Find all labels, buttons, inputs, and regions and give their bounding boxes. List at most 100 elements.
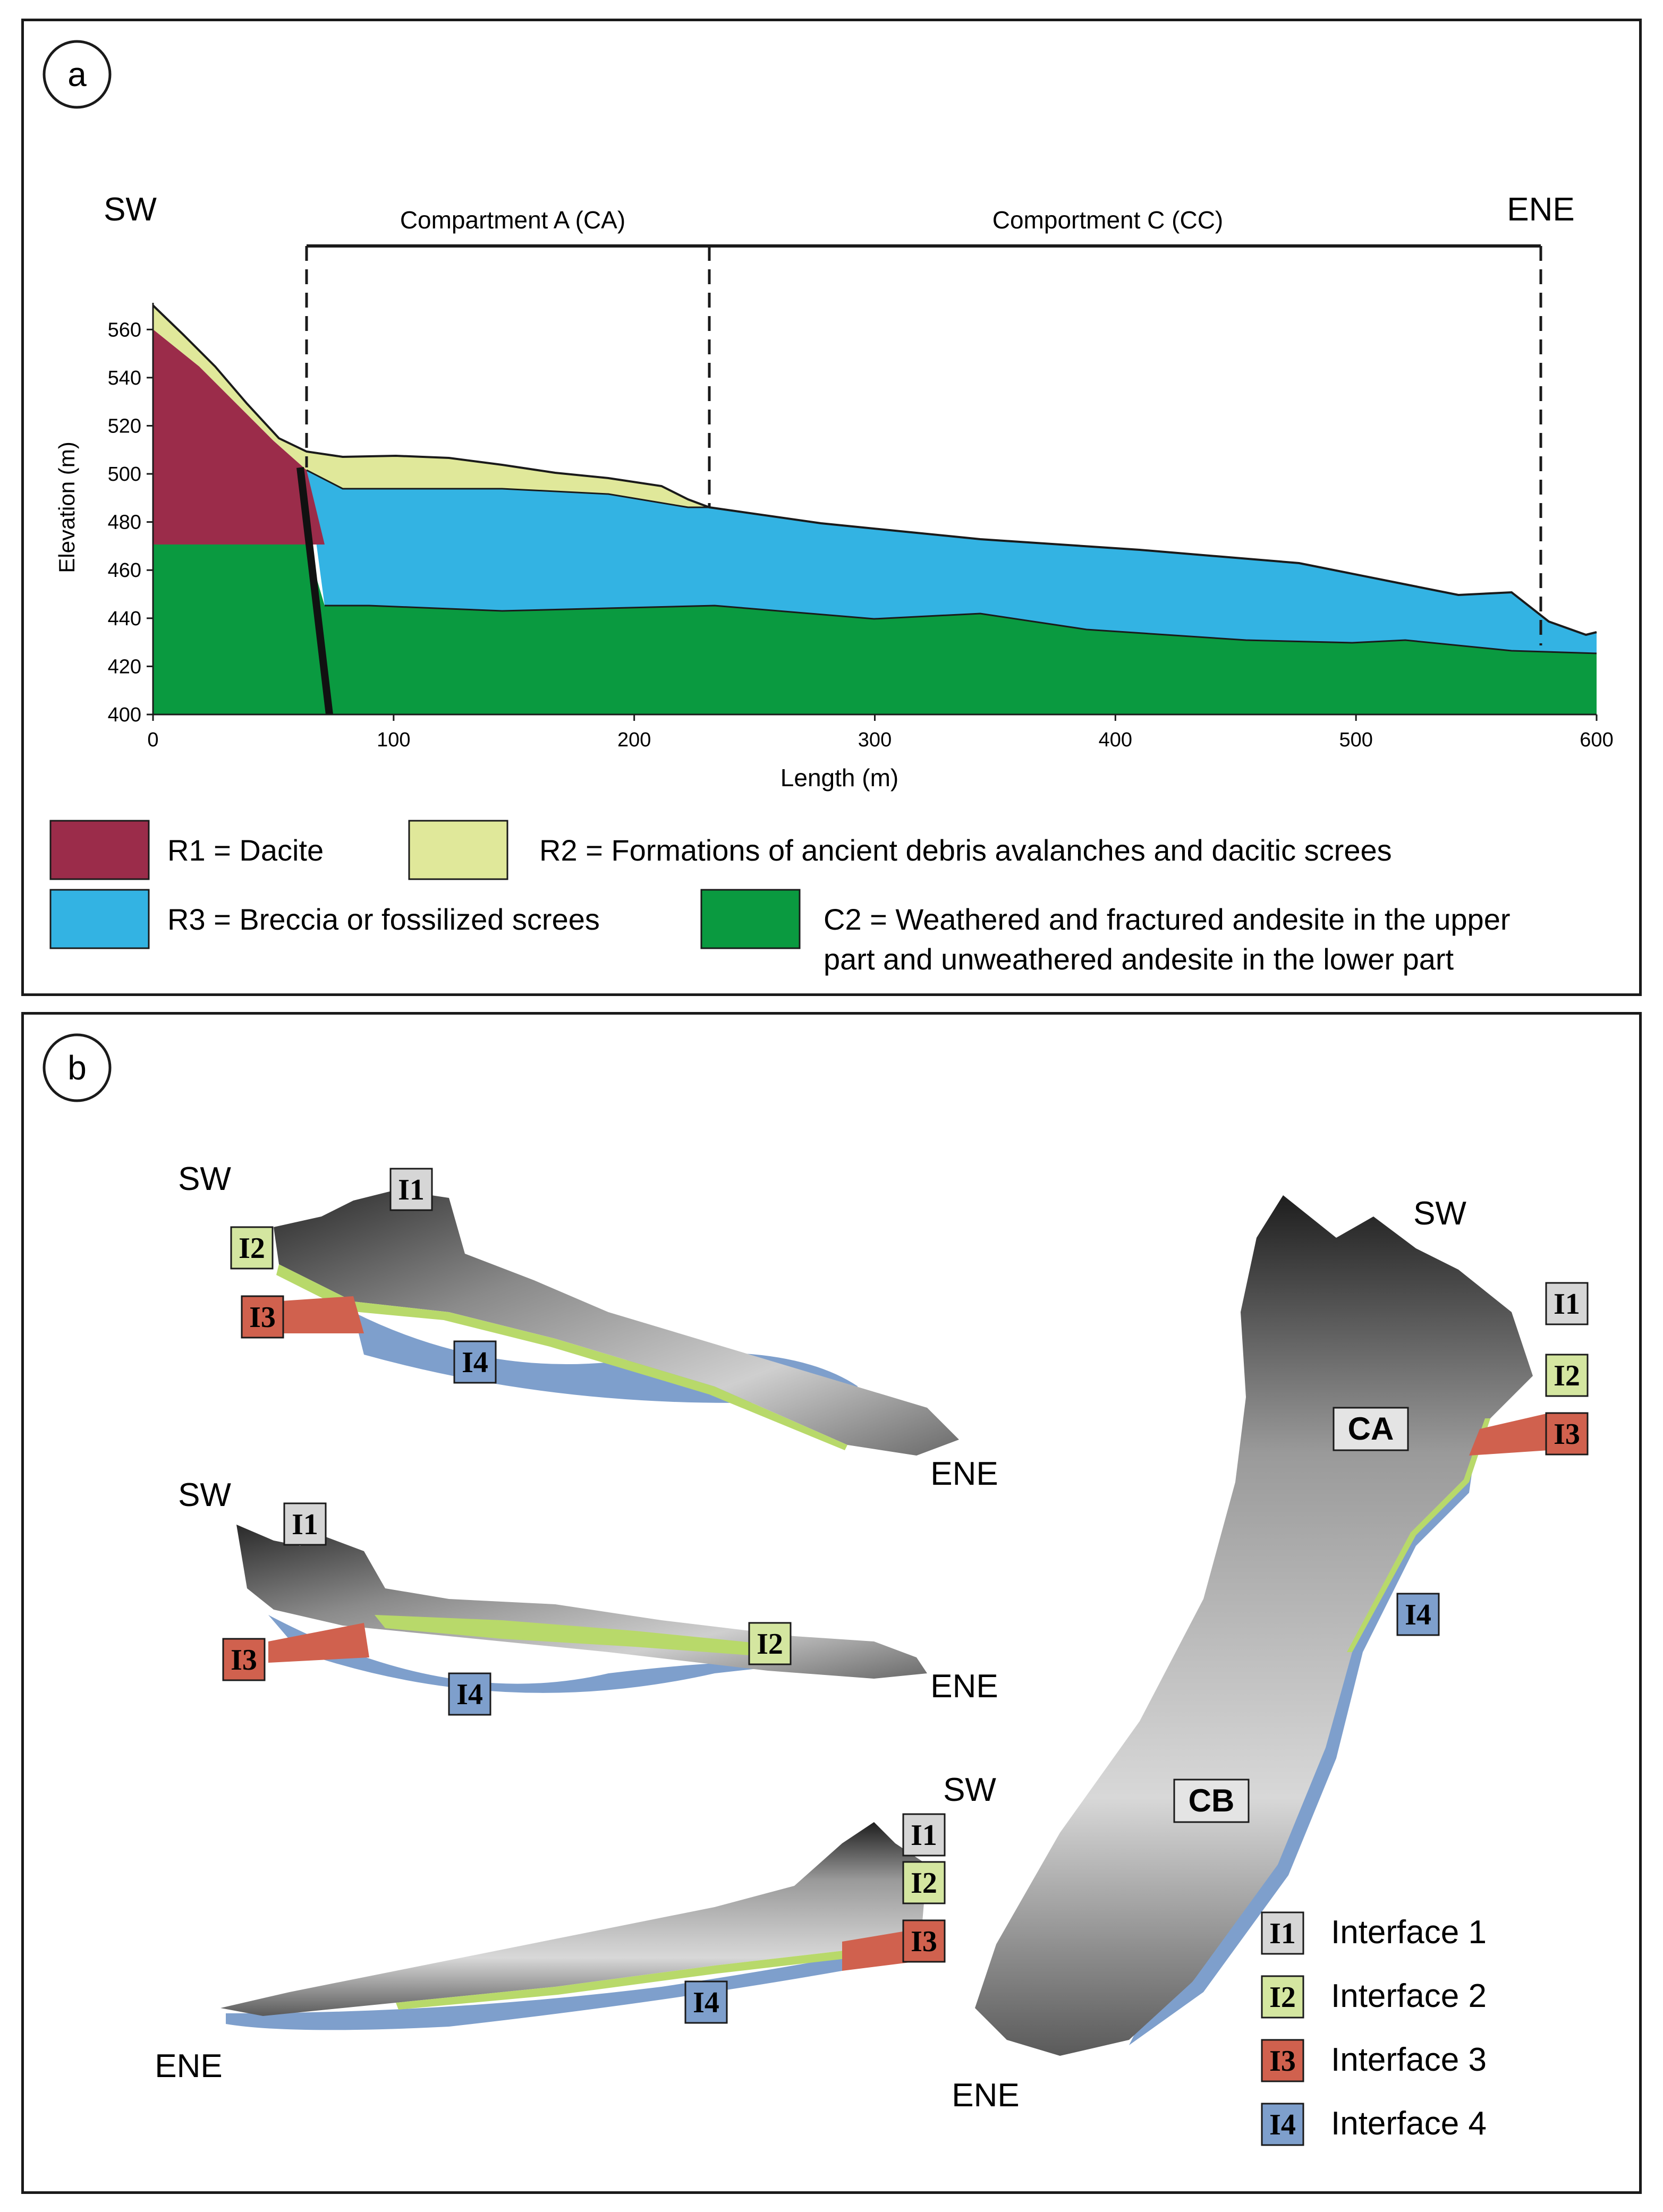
- view3-tag-i1-text: I1: [911, 1819, 937, 1852]
- view4-tag-i1-text: I1: [1554, 1288, 1580, 1321]
- x-axis-label: Length (m): [780, 764, 898, 792]
- view2-tag-i4-text: I4: [456, 1678, 483, 1711]
- view1-interface3-wedge: [274, 1296, 364, 1333]
- x-tick-label: 500: [1339, 729, 1372, 751]
- view2-tag-i2-text: I2: [757, 1628, 783, 1661]
- y-tick-label: 420: [108, 656, 141, 678]
- view2-interface3-wedge: [268, 1623, 369, 1663]
- view3-tag-i1: [902, 1813, 946, 1857]
- model-view-1: SW ENE I1 I2 I3 I4: [178, 1161, 998, 1492]
- view1-ene-label: ENE: [930, 1456, 998, 1492]
- legend-swatch-r1: [49, 820, 150, 880]
- view1-tag-i1-text: I1: [398, 1173, 425, 1206]
- view2-ene-label: ENE: [930, 1668, 998, 1705]
- view3-tag-i3: [902, 1919, 946, 1963]
- legend-key-i4: I4: [1269, 2108, 1296, 2141]
- view4-ene-label: ENE: [952, 2077, 1019, 2114]
- view2-sw-label: SW: [178, 1477, 231, 1513]
- y-tick-label: 560: [108, 319, 141, 341]
- layer-r1: [153, 329, 325, 545]
- x-tick-label: 400: [1099, 729, 1132, 751]
- c2-top-line: [325, 605, 1597, 654]
- legend-key-i1: I1: [1269, 1917, 1296, 1950]
- view1-tag-i3-text: I3: [249, 1301, 276, 1334]
- panel-b-letter-circle: [43, 1033, 112, 1102]
- view3-tag-i4-text: I4: [693, 1986, 719, 2019]
- view4-tag-i3-text: I3: [1554, 1418, 1580, 1451]
- layer-r2: [153, 305, 709, 507]
- y-tick-label: 460: [108, 559, 141, 582]
- view3-tag-i4: [684, 1980, 728, 2024]
- r3-top-line: [306, 469, 709, 508]
- direction-sw-label: SW: [104, 191, 157, 228]
- x-axis-ticks: 0 100 200 300 400 500 600: [147, 714, 1614, 751]
- view1-tag-i4-text: I4: [462, 1346, 488, 1379]
- view1-interface2-band: [276, 1264, 847, 1450]
- legend-swatch-i2: [1261, 1975, 1304, 2019]
- view1-tag-i4: [453, 1340, 497, 1384]
- compartment-c-label: Comportment C (CC): [992, 206, 1224, 234]
- view3-interface2-band: [396, 1950, 855, 2010]
- y-axis-label: Elevation (m): [54, 441, 79, 573]
- legend-swatch-r3: [49, 889, 150, 949]
- model-view-3: SW ENE I1 I2 I3 I4: [155, 1772, 996, 2085]
- view4-label-ca-box: [1333, 1407, 1409, 1451]
- surface-line: [152, 304, 1597, 636]
- legend-text-i3: Interface 3: [1331, 2041, 1487, 2078]
- x-tick-label: 100: [377, 729, 410, 751]
- view1-tag-i3: [241, 1295, 284, 1339]
- view3-sw-label: SW: [943, 1772, 996, 1808]
- legend-text-r3: R3 = Breccia or fossilized screes: [167, 903, 600, 936]
- legend-swatch-i1: [1261, 1911, 1304, 1955]
- legend-text-i1: Interface 1: [1331, 1914, 1487, 1951]
- view3-tag-i2-text: I2: [911, 1867, 937, 1900]
- view3-ene-label: ENE: [155, 2048, 222, 2085]
- legend-text-i4: Interface 4: [1331, 2105, 1487, 2142]
- y-tick-label: 540: [108, 367, 141, 389]
- view3-interface4-surface: [226, 1955, 853, 2030]
- fault-line: [296, 467, 333, 715]
- panel-a-letter: a: [67, 55, 87, 93]
- legend-key-i3: I3: [1269, 2045, 1296, 2078]
- x-tick-label: 200: [617, 729, 651, 751]
- y-tick-label: 440: [108, 608, 141, 630]
- view3-tag-i3-text: I3: [911, 1925, 937, 1958]
- legend-text-i2: Interface 2: [1331, 1978, 1487, 2014]
- model-view-2: SW ENE I1 I2 I3 I4: [178, 1477, 998, 1716]
- legend-key-i2: I2: [1269, 1981, 1296, 2014]
- view3-tag-i2: [902, 1861, 946, 1904]
- view2-tag-i3-text: I3: [231, 1644, 257, 1677]
- cross-section-figure: a SW ENE Compartment A (CA) Comportment …: [43, 40, 1614, 976]
- view2-tag-i1-text: I1: [292, 1508, 318, 1541]
- legend-text-r2: R2 = Formations of ancient debris avalan…: [539, 833, 1392, 867]
- y-tick-label: 520: [108, 415, 141, 437]
- view4-tag-i4-text: I4: [1405, 1598, 1431, 1631]
- view2-tag-i1: [283, 1502, 327, 1546]
- view4-tag-i3: [1545, 1412, 1589, 1456]
- view4-interface2-band: [1347, 1418, 1490, 1652]
- model-view-4: SW ENE CA CB I1 I2 I3 I4: [952, 1195, 1589, 2114]
- legend-swatch-i3: [1261, 2039, 1304, 2082]
- x-tick-label: 0: [147, 729, 158, 751]
- view4-label-cb-box: [1173, 1779, 1250, 1823]
- panel-b: b SW ENE I1 I2 I3 I4 SW ENE: [21, 1012, 1642, 2194]
- view2-tag-i4: [448, 1672, 491, 1716]
- x-tick-label: 300: [858, 729, 892, 751]
- view4-sw-label: SW: [1413, 1195, 1466, 1232]
- legend-text-c2-line2: part and unweathered andesite in the low…: [824, 942, 1454, 976]
- x-tick-label: 600: [1580, 729, 1613, 751]
- panel-a-letter-circle: [43, 40, 112, 109]
- view4-tag-i2-text: I2: [1554, 1359, 1580, 1392]
- view2-interface2-band: [375, 1615, 778, 1657]
- 3d-model-views: b SW ENE I1 I2 I3 I4 SW ENE: [43, 1033, 1589, 2146]
- panel-b-letter: b: [67, 1049, 87, 1087]
- view3-terrain: [220, 1822, 927, 2016]
- view2-tag-i3: [222, 1638, 266, 1681]
- direction-ene-label: ENE: [1507, 191, 1574, 228]
- legend-swatch-i4: [1261, 2103, 1304, 2146]
- view4-interface3-wedge: [1469, 1413, 1549, 1456]
- y-tick-label: 500: [108, 463, 141, 486]
- view4-label-cb: CB: [1189, 1783, 1235, 1818]
- legend-swatch-r2: [408, 820, 508, 880]
- view2-tag-i2: [748, 1622, 792, 1665]
